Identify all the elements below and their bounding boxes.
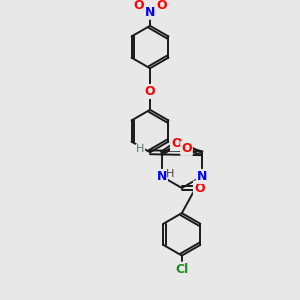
Text: O: O bbox=[145, 85, 155, 98]
Text: N: N bbox=[197, 170, 207, 183]
Text: H: H bbox=[136, 144, 145, 154]
Text: H: H bbox=[166, 169, 175, 179]
Text: N: N bbox=[145, 6, 155, 19]
Text: O: O bbox=[133, 0, 144, 12]
Text: O: O bbox=[181, 142, 192, 155]
Text: O: O bbox=[156, 0, 167, 12]
Text: O: O bbox=[194, 182, 205, 194]
Text: N: N bbox=[157, 170, 167, 183]
Text: Cl: Cl bbox=[175, 262, 188, 276]
Text: O: O bbox=[171, 137, 181, 150]
